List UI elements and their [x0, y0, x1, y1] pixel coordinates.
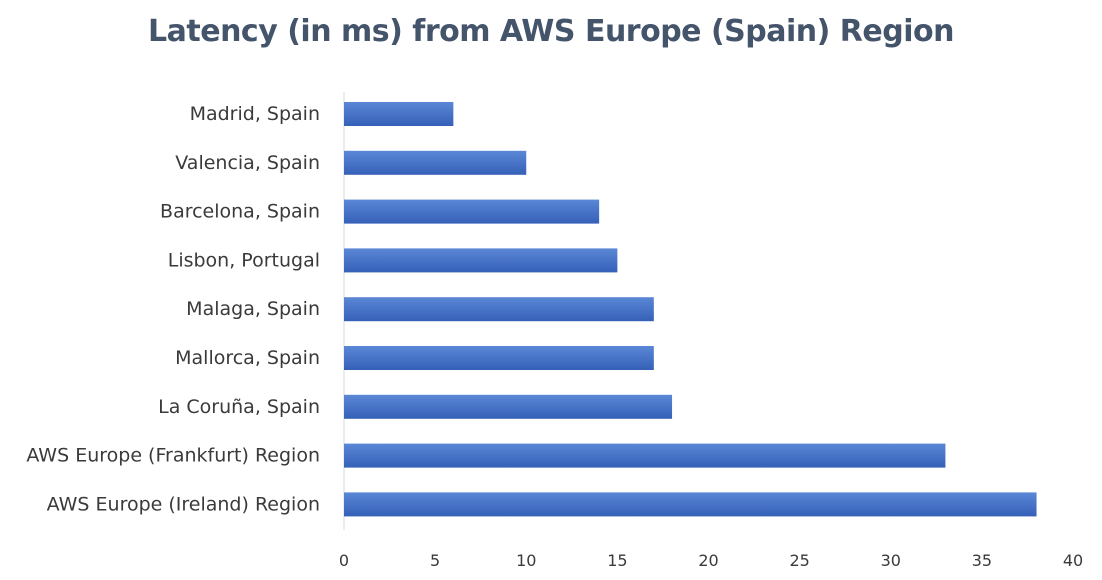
- category-labels: Madrid, Spain Valencia, Spain Barcelona, S…: [26, 103, 320, 515]
- x-tick-label: 20: [698, 551, 718, 570]
- bar-valencia-spain: [344, 150, 527, 175]
- bar-mallorca-spain: [344, 346, 654, 370]
- x-tick-label: 10: [516, 551, 536, 570]
- category-label: Lisbon, Portugal: [168, 249, 320, 271]
- category-label: Mallorca, Spain: [175, 347, 320, 369]
- x-tick-label: 35: [972, 551, 992, 570]
- x-tick-label: 5: [430, 551, 440, 570]
- category-label: La Coruña, Spain: [158, 396, 320, 418]
- bar-madrid-spain: [344, 102, 454, 126]
- bars-layer: [344, 102, 1037, 517]
- category-label: AWS Europe (Frankfurt) Region: [26, 445, 320, 467]
- category-label: Malaga, Spain: [186, 298, 320, 320]
- x-tick-label: 0: [339, 551, 349, 570]
- bar-aws-europe-ireland-region: [344, 492, 1037, 517]
- category-label: Madrid, Spain: [190, 103, 320, 125]
- chart-title: Latency (in ms) from AWS Europe (Spain) …: [148, 14, 954, 49]
- bar-malaga-spain: [344, 297, 654, 322]
- bar-lisbon-portugal: [344, 248, 618, 273]
- category-label: Barcelona, Spain: [160, 201, 320, 223]
- bar-aws-europe-frankfurt-region: [344, 443, 946, 468]
- x-tick-labels: 0 5 10 15 20 25 30 35 40: [339, 551, 1083, 570]
- bar-barcelona-spain: [344, 199, 600, 224]
- bar-la-coru-a-spain: [344, 394, 673, 419]
- category-label: AWS Europe (Ireland) Region: [47, 493, 320, 515]
- x-tick-label: 15: [607, 551, 627, 570]
- x-tick-label: 25: [789, 551, 809, 570]
- category-label: Valencia, Spain: [175, 152, 320, 174]
- x-tick-label: 40: [1063, 551, 1083, 570]
- x-tick-label: 30: [881, 551, 901, 570]
